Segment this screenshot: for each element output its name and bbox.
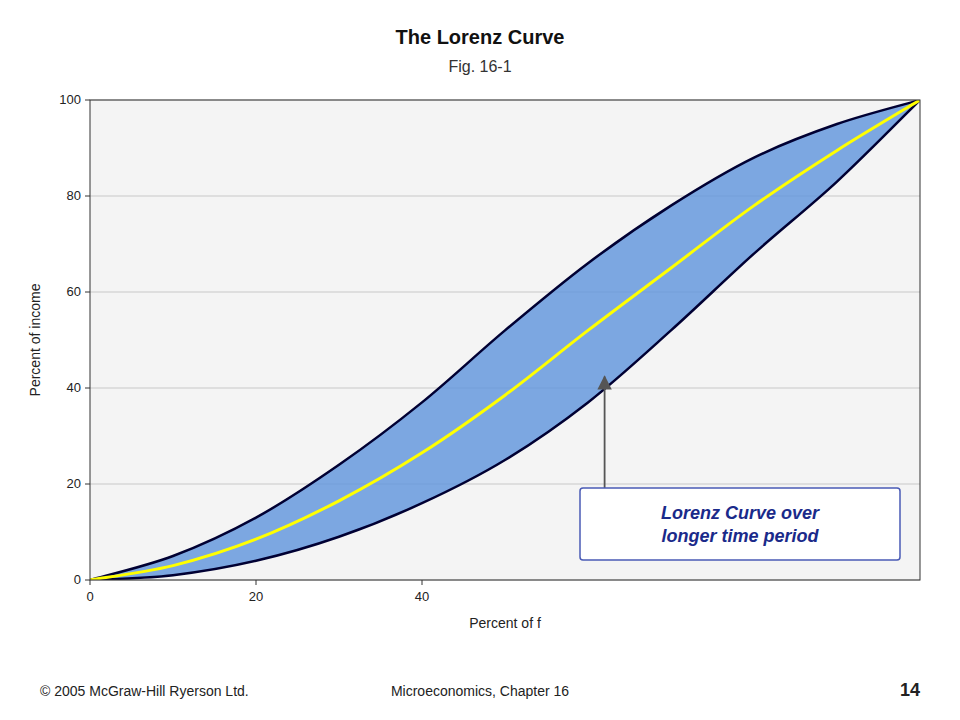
- x-tick: [256, 580, 257, 585]
- curve-line: [90, 100, 920, 580]
- plot-area: [90, 100, 920, 580]
- x-tick: [422, 580, 423, 585]
- curve-line: [90, 100, 920, 580]
- y-tick: [85, 100, 90, 101]
- grid: [90, 100, 920, 580]
- y-tick-label: 0: [74, 572, 81, 587]
- y-tick: [85, 196, 90, 197]
- x-axis-label: Percent of f: [469, 615, 541, 631]
- plot-frame: [90, 100, 920, 580]
- chart: 0 20 40 60 80 100 0 20 40 Percent of f Percent of …: [0, 0, 960, 720]
- curve-line: [90, 100, 920, 580]
- title: The Lorenz Curve: [396, 26, 565, 48]
- band-area: [90, 100, 920, 580]
- annotation-arrow: [604, 377, 606, 488]
- annotation-box: [580, 488, 900, 560]
- footer-text: 14: [900, 680, 920, 700]
- axes: 0 20 40 60 80 100 0 20 40: [59, 92, 429, 604]
- y-tick-label: 100: [59, 92, 81, 107]
- grid-line: [90, 292, 920, 293]
- y-tick: [85, 388, 90, 389]
- annotation-text: Lorenz Curve overlonger time period: [661, 503, 820, 546]
- y-tick-label: 80: [67, 188, 81, 203]
- x-tick-label: 20: [249, 589, 263, 604]
- x-tick: [90, 580, 91, 585]
- y-tick: [85, 580, 90, 581]
- y-tick-label: 20: [67, 476, 81, 491]
- subtitle: Fig. 16-1: [448, 58, 511, 75]
- grid-line: [90, 484, 920, 485]
- y-tick: [85, 484, 90, 485]
- footer-text: © 2005 McGraw-Hill Ryerson Ltd.: [40, 683, 249, 699]
- x-tick-label: 0: [86, 589, 93, 604]
- y-axis-label: Percent of income: [27, 283, 43, 396]
- plot-data: [90, 100, 920, 580]
- x-tick-label: 40: [415, 589, 429, 604]
- y-tick-label: 60: [67, 284, 81, 299]
- footer-text: Microeconomics, Chapter 16: [391, 683, 569, 699]
- y-tick: [85, 292, 90, 293]
- y-tick-label: 40: [67, 380, 81, 395]
